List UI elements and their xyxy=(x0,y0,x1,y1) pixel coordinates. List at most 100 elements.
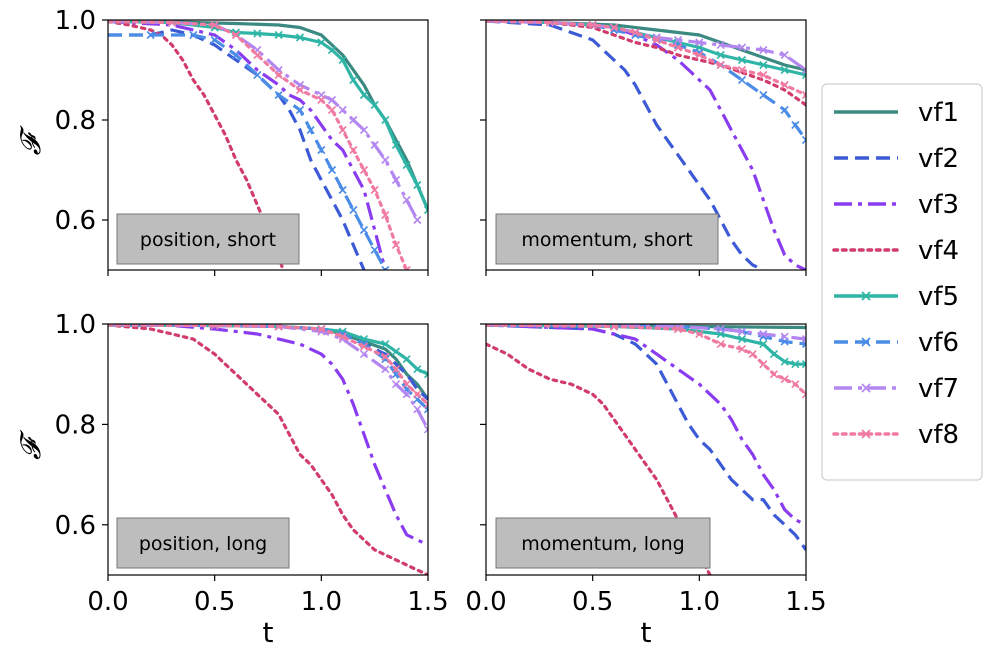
marker-vf8 xyxy=(402,265,411,270)
x-tick-label: 1.5 xyxy=(407,587,448,617)
series-line-vf2 xyxy=(486,324,806,551)
panel-2: momentum, short xyxy=(480,19,807,276)
series-line-vf3 xyxy=(108,20,387,270)
marker-vf8 xyxy=(695,329,704,339)
marker-vf7 xyxy=(391,380,401,389)
marker-vf5 xyxy=(327,45,337,55)
marker-vf8 xyxy=(673,324,683,334)
legend-label: vf8 xyxy=(918,420,959,450)
marker-vf6 xyxy=(189,30,198,40)
legend-item-vf4: vf4 xyxy=(832,236,959,266)
marker-vf8 xyxy=(274,70,283,80)
marker-vf7 xyxy=(737,327,747,336)
marker-vf8 xyxy=(652,35,661,45)
marker-vf5 xyxy=(381,115,390,125)
marker-vf5 xyxy=(295,33,305,42)
marker-vf7 xyxy=(359,350,369,359)
marker-vf5 xyxy=(338,55,347,65)
marker-vf8 xyxy=(210,20,219,30)
marker-vf6 xyxy=(359,225,369,235)
marker-vf7 xyxy=(359,125,369,135)
marker-vf7 xyxy=(413,405,422,414)
panel-3: 0.6 0.8 1.0 0.0 0.5 1.0 1.5 position, long 𝓕t xyxy=(14,310,449,649)
y-tick-label: 1.0 xyxy=(55,310,96,340)
series-line-vf4 xyxy=(108,324,428,575)
marker-vf7 xyxy=(413,215,422,225)
legend-item-vf5: vf5 xyxy=(834,282,959,312)
marker-vf5 xyxy=(413,365,422,374)
marker-vf8 xyxy=(759,70,768,80)
marker-vf8 xyxy=(769,370,779,379)
marker-vf6 xyxy=(327,165,337,175)
panel-label: position, short xyxy=(116,213,300,265)
marker-vf8 xyxy=(801,390,806,399)
marker-vf8 xyxy=(402,380,411,389)
marker-vf5 xyxy=(759,340,768,349)
panel-label: momentum, short xyxy=(495,213,719,265)
marker-vf7 xyxy=(381,155,390,165)
marker-vf5 xyxy=(391,140,401,150)
series-group xyxy=(486,324,806,575)
marker-vf7 xyxy=(695,38,704,47)
marker-vf7 xyxy=(801,334,806,344)
marker-vf7 xyxy=(423,425,428,434)
marker-vf6 xyxy=(801,135,806,145)
panel-4: 0.0 0.5 1.0 1.5 momentum, long t xyxy=(465,323,827,649)
legend-marker xyxy=(861,383,871,393)
marker-vf5 xyxy=(716,50,725,60)
legend-label: vf3 xyxy=(918,190,959,220)
panel-label-text: momentum, long xyxy=(521,533,684,555)
marker-vf8 xyxy=(359,165,369,175)
marker-vf7 xyxy=(391,175,401,185)
series-line-vf3 xyxy=(486,324,806,527)
marker-vf6 xyxy=(317,145,326,155)
marker-vf5 xyxy=(423,205,428,215)
marker-vf5 xyxy=(370,100,379,110)
series-line-vf8 xyxy=(486,20,806,97)
series-line-vf3 xyxy=(486,20,806,270)
marker-vf7 xyxy=(801,65,806,75)
marker-vf5 xyxy=(402,355,411,364)
axes-frame xyxy=(107,323,429,576)
legend-marker xyxy=(861,291,871,301)
marker-vf7 xyxy=(673,35,683,45)
marker-vf5 xyxy=(317,38,326,47)
x-axis-title: t xyxy=(641,616,652,649)
marker-vf6 xyxy=(146,30,155,40)
y-axis-title: 𝓕 xyxy=(14,430,47,460)
panel-label-box xyxy=(116,213,300,265)
marker-vf5 xyxy=(253,29,262,38)
marker-vf7 xyxy=(381,365,390,374)
marker-vf8 xyxy=(588,20,597,30)
legend-label: vf7 xyxy=(918,374,959,404)
panel-label-box xyxy=(116,517,290,569)
marker-vf5 xyxy=(737,334,747,344)
marker-vf8 xyxy=(801,90,806,100)
legend-marker xyxy=(861,429,871,439)
marker-vf5 xyxy=(274,30,283,40)
series-line-vf4 xyxy=(486,342,712,575)
series-group xyxy=(108,20,428,270)
legend-item-vf1: vf1 xyxy=(834,98,959,128)
marker-vf6 xyxy=(274,90,283,100)
x-tick-label: 1.0 xyxy=(679,587,720,617)
series-group xyxy=(486,20,806,270)
series-line-vf5 xyxy=(108,20,428,211)
x-tick-label: 0.5 xyxy=(572,587,613,617)
marker-vf7 xyxy=(780,50,789,60)
panel-label-box xyxy=(495,517,711,569)
marker-vf6 xyxy=(253,70,262,80)
marker-vf6 xyxy=(370,245,379,255)
legend-item-vf8: vf8 xyxy=(832,420,959,450)
marker-vf5 xyxy=(413,180,422,190)
series-line-vf2 xyxy=(486,20,764,270)
y-axis-title: 𝓕 xyxy=(14,125,47,155)
y-tick-label: 0.6 xyxy=(55,206,96,236)
marker-vf8 xyxy=(780,80,789,90)
marker-vf5 xyxy=(791,360,800,369)
series-line-vf3 xyxy=(108,324,428,547)
marker-vf8 xyxy=(716,60,725,70)
marker-vf8 xyxy=(231,30,241,40)
